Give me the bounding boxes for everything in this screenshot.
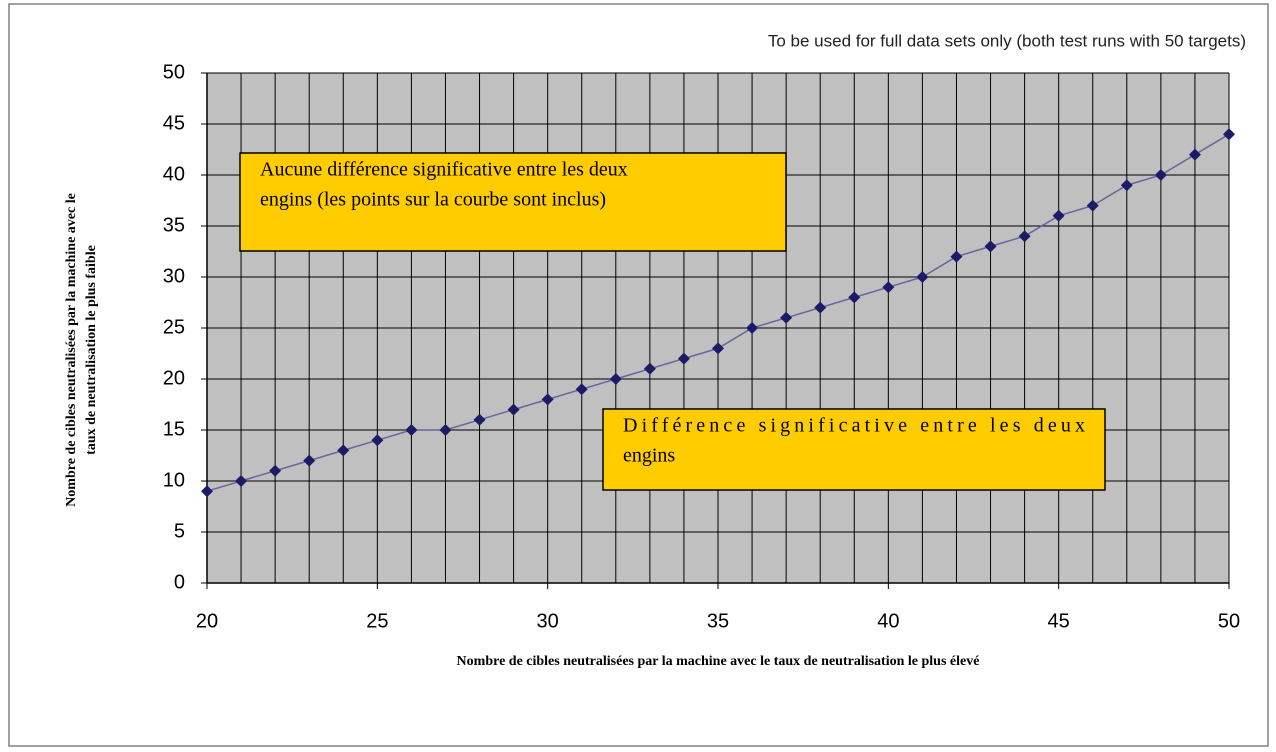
data-point (507, 403, 520, 416)
data-point (882, 281, 895, 294)
y-tick-label: 15 (163, 418, 185, 440)
data-point (1188, 148, 1201, 161)
data-point (1018, 230, 1031, 243)
y-tick-label: 35 (163, 214, 185, 236)
y-tick-label: 20 (163, 367, 185, 389)
data-point (712, 342, 724, 355)
annotation: Différence significative entre les deux e… (602, 408, 1106, 491)
data-point (303, 454, 316, 467)
annotation-text: Différence significative entre les deux (623, 415, 1085, 437)
data-point (950, 250, 963, 263)
annotation-text: engins (les points sur la courbe sont in… (260, 189, 606, 211)
data-point (746, 322, 759, 334)
data-point (473, 413, 486, 426)
data-point (405, 424, 418, 436)
data-point (371, 434, 384, 447)
data-point (1120, 179, 1133, 192)
y-tick-label: 0 (174, 571, 185, 593)
data-point (780, 311, 793, 324)
y-tick-label: 10 (163, 469, 185, 491)
annotation: Aucune différence significative entre le… (239, 152, 787, 252)
data-point (269, 464, 282, 477)
subtitle: To be used for full data sets only (both… (768, 31, 1246, 50)
annotation-text: Aucune différence significative entre le… (260, 159, 628, 181)
data-point (337, 444, 350, 457)
annotation-text: engins (623, 445, 675, 467)
x-tick-label: 35 (707, 610, 729, 632)
x-tick-label: 20 (196, 610, 218, 632)
data-point (609, 373, 622, 385)
x-tick-label: 50 (1218, 610, 1240, 632)
y-axis-label-line: taux de neutralisation le plus faible (84, 245, 99, 455)
x-axis-label: Nombre de cibles neutralisées par la mac… (457, 654, 980, 669)
x-tick-label: 25 (366, 610, 388, 632)
y-tick-label: 30 (163, 265, 185, 287)
y-tick-label: 40 (163, 163, 185, 185)
y-tick-label: 25 (163, 316, 185, 338)
data-point (235, 475, 248, 487)
data-point (848, 291, 861, 304)
data-point (1086, 199, 1099, 212)
data-point (1223, 128, 1235, 141)
data-point (575, 383, 588, 396)
data-point (439, 424, 452, 436)
y-tick-label: 45 (163, 112, 185, 134)
data-point (643, 362, 656, 375)
annotation-box (239, 152, 787, 252)
data-point (814, 301, 827, 314)
annotation-box (602, 408, 1106, 491)
x-tick-label: 40 (877, 610, 899, 632)
y-tick-label: 50 (163, 61, 185, 83)
data-point (984, 240, 997, 253)
x-tick-label: 30 (537, 610, 559, 632)
data-point (201, 485, 213, 498)
data-point (916, 271, 929, 283)
data-point (677, 352, 690, 365)
y-axis-label-line: Nombre de cibles neutralisées par la mac… (64, 193, 79, 507)
y-tick-label: 5 (174, 520, 185, 542)
y-axis-label: Nombre de cibles neutralisées par la mac… (64, 193, 99, 507)
data-point (1052, 209, 1065, 222)
data-point (541, 393, 554, 406)
x-tick-label: 45 (1048, 610, 1070, 632)
data-point (1154, 169, 1167, 181)
